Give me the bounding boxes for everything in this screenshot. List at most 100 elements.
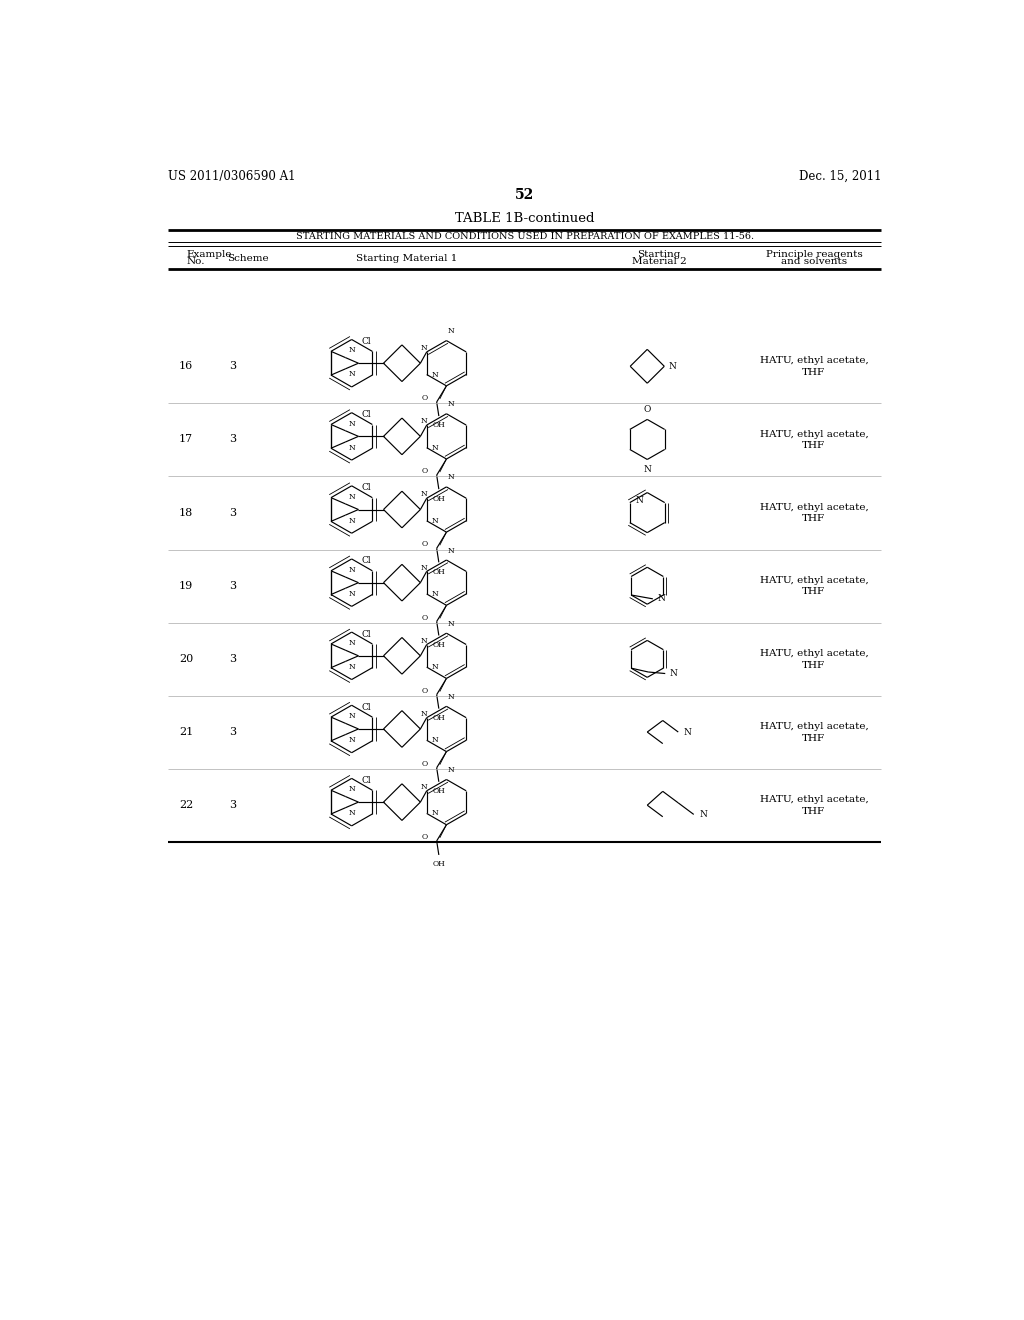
- Text: N: N: [348, 590, 355, 598]
- Text: N: N: [670, 669, 678, 678]
- Text: OH: OH: [432, 787, 445, 795]
- Text: O: O: [421, 467, 427, 475]
- Text: O: O: [421, 760, 427, 768]
- Text: THF: THF: [803, 515, 825, 523]
- Text: N: N: [431, 737, 438, 744]
- Text: and solvents: and solvents: [781, 257, 847, 267]
- Text: N: N: [447, 327, 455, 335]
- Text: THF: THF: [803, 734, 825, 743]
- Text: THF: THF: [803, 441, 825, 450]
- Text: N: N: [348, 713, 355, 721]
- Text: N: N: [447, 693, 455, 701]
- Text: N: N: [348, 809, 355, 817]
- Text: Cl: Cl: [361, 411, 371, 420]
- Text: Cl: Cl: [361, 630, 371, 639]
- Text: N: N: [421, 491, 428, 499]
- Text: N: N: [348, 737, 355, 744]
- Text: HATU, ethyl acetate,: HATU, ethyl acetate,: [760, 722, 868, 731]
- Text: HATU, ethyl acetate,: HATU, ethyl acetate,: [760, 429, 868, 438]
- Text: N: N: [421, 636, 428, 644]
- Text: 20: 20: [179, 653, 194, 664]
- Text: HATU, ethyl acetate,: HATU, ethyl acetate,: [760, 649, 868, 657]
- Text: N: N: [447, 400, 455, 408]
- Text: N: N: [421, 417, 428, 425]
- Text: Dec. 15, 2011: Dec. 15, 2011: [799, 169, 882, 182]
- Text: HATU, ethyl acetate,: HATU, ethyl acetate,: [760, 356, 868, 366]
- Text: N: N: [421, 783, 428, 791]
- Text: THF: THF: [803, 807, 825, 816]
- Text: THF: THF: [803, 368, 825, 378]
- Text: THF: THF: [803, 660, 825, 669]
- Text: 3: 3: [229, 508, 237, 517]
- Text: 3: 3: [229, 362, 237, 371]
- Text: Example: Example: [186, 251, 231, 259]
- Text: N: N: [431, 663, 438, 671]
- Text: 3: 3: [229, 800, 237, 810]
- Text: OH: OH: [432, 568, 445, 576]
- Text: 3: 3: [229, 581, 237, 591]
- Text: N: N: [348, 492, 355, 500]
- Text: N: N: [348, 444, 355, 451]
- Text: 19: 19: [179, 581, 194, 591]
- Text: TABLE 1B-continued: TABLE 1B-continued: [455, 213, 595, 224]
- Text: OH: OH: [432, 861, 445, 869]
- Text: N: N: [348, 663, 355, 671]
- Text: No.: No.: [186, 257, 205, 267]
- Text: Scheme: Scheme: [227, 253, 269, 263]
- Text: O: O: [421, 686, 427, 694]
- Text: N: N: [636, 496, 644, 504]
- Text: O: O: [421, 833, 427, 841]
- Text: 52: 52: [515, 189, 535, 202]
- Text: N: N: [348, 785, 355, 793]
- Text: N: N: [431, 517, 438, 525]
- Text: O: O: [421, 614, 427, 622]
- Text: N: N: [431, 444, 438, 451]
- Text: O: O: [421, 395, 427, 403]
- Text: OH: OH: [432, 495, 445, 503]
- Text: N: N: [348, 639, 355, 647]
- Text: HATU, ethyl acetate,: HATU, ethyl acetate,: [760, 576, 868, 585]
- Text: OH: OH: [432, 714, 445, 722]
- Text: Material 2: Material 2: [632, 257, 686, 267]
- Text: N: N: [348, 346, 355, 355]
- Text: 18: 18: [179, 508, 194, 517]
- Text: Cl: Cl: [361, 702, 371, 711]
- Text: STARTING MATERIALS AND CONDITIONS USED IN PREPARATION OF EXAMPLES 11-56.: STARTING MATERIALS AND CONDITIONS USED I…: [296, 232, 754, 240]
- Text: HATU, ethyl acetate,: HATU, ethyl acetate,: [760, 503, 868, 512]
- Text: N: N: [447, 620, 455, 628]
- Text: OH: OH: [432, 642, 445, 649]
- Text: 3: 3: [229, 653, 237, 664]
- Text: N: N: [684, 727, 691, 737]
- Text: N: N: [348, 420, 355, 428]
- Text: Starting Material 1: Starting Material 1: [356, 253, 458, 263]
- Text: THF: THF: [803, 587, 825, 597]
- Text: N: N: [421, 710, 428, 718]
- Text: O: O: [421, 540, 427, 549]
- Text: N: N: [431, 590, 438, 598]
- Text: US 2011/0306590 A1: US 2011/0306590 A1: [168, 169, 296, 182]
- Text: HATU, ethyl acetate,: HATU, ethyl acetate,: [760, 796, 868, 804]
- Text: N: N: [447, 474, 455, 482]
- Text: Principle reagents: Principle reagents: [766, 251, 862, 259]
- Text: N: N: [421, 564, 428, 572]
- Text: Starting: Starting: [637, 251, 681, 259]
- Text: N: N: [447, 766, 455, 774]
- Text: N: N: [431, 809, 438, 817]
- Text: 22: 22: [179, 800, 194, 810]
- Text: Cl: Cl: [361, 776, 371, 785]
- Text: Cl: Cl: [361, 483, 371, 492]
- Text: N: N: [643, 465, 651, 474]
- Text: N: N: [421, 345, 428, 352]
- Text: N: N: [657, 594, 666, 603]
- Text: N: N: [348, 566, 355, 574]
- Text: Cl: Cl: [361, 557, 371, 565]
- Text: OH: OH: [432, 421, 445, 429]
- Text: N: N: [447, 546, 455, 554]
- Text: Cl: Cl: [361, 337, 371, 346]
- Text: N: N: [699, 810, 707, 818]
- Text: N: N: [669, 362, 677, 371]
- Text: O: O: [643, 405, 651, 414]
- Text: N: N: [348, 516, 355, 525]
- Text: 16: 16: [179, 362, 194, 371]
- Text: N: N: [431, 371, 438, 379]
